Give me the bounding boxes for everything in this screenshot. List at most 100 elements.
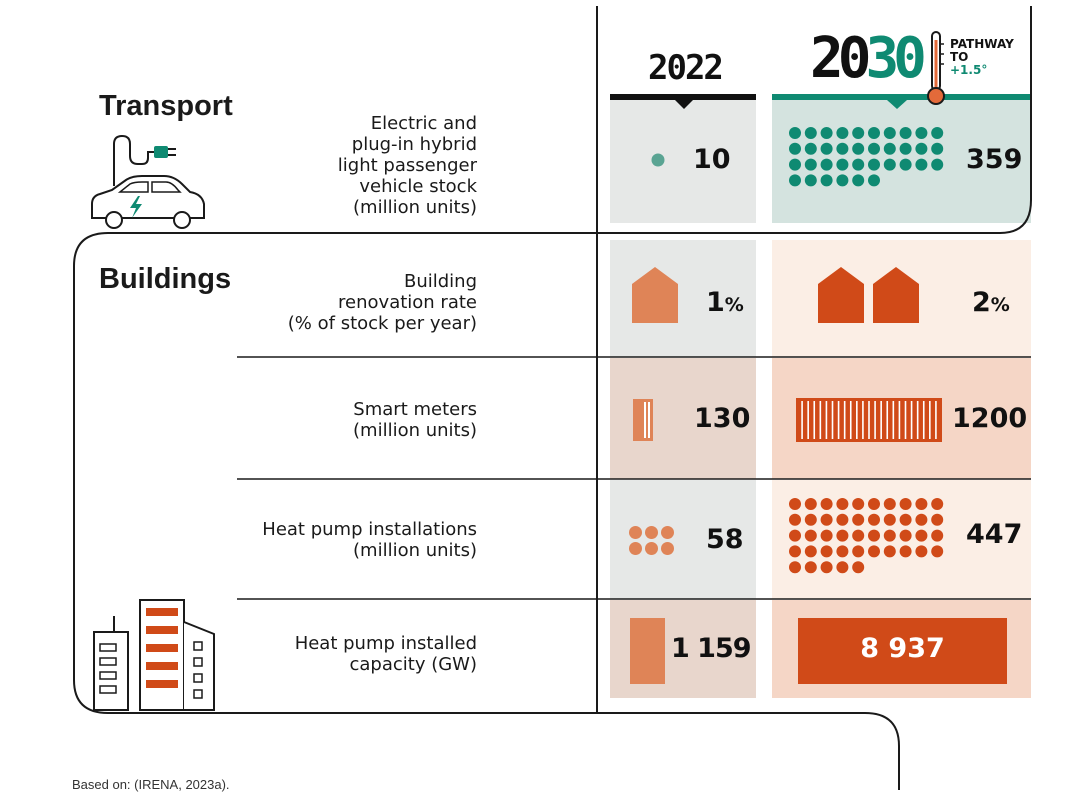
unit-dot: [804, 513, 817, 526]
year-2022-label: 2022: [648, 48, 724, 88]
unit-dot: [789, 158, 801, 171]
unit-dot: [836, 127, 849, 139]
unit-dot: [789, 545, 801, 558]
unit-dot: [899, 142, 912, 155]
unit-dot: [899, 529, 912, 542]
unit-dot: [804, 529, 817, 542]
indicator-line: Smart meters: [353, 399, 477, 420]
unit-dot: [883, 529, 896, 542]
indicator-line: plug-in hybrid: [351, 134, 477, 155]
unit-dot: [852, 498, 865, 510]
ev-2030-value: 359: [966, 144, 1023, 175]
renovation-2022-unit: %: [724, 294, 744, 316]
unit-dot: [820, 142, 833, 155]
unit-dot: [804, 174, 817, 187]
unit-dot: [789, 142, 801, 155]
unit-dot: [915, 158, 928, 171]
capacity-2030-bar: [798, 618, 1007, 684]
ev-2030-dots: [789, 127, 944, 187]
ev-2022-value: 10: [693, 144, 731, 175]
pathway-line1: PATHWAY: [950, 37, 1014, 51]
panel-2022-transport: [610, 100, 756, 223]
unit-dot: [915, 498, 928, 510]
unit-dot: [661, 542, 674, 555]
unit-dot: [789, 174, 801, 187]
unit-dot: [789, 498, 801, 510]
year-2030-suffix: 30: [865, 26, 926, 91]
unit-dot: [899, 498, 912, 510]
year-2030-label: 2030: [810, 26, 927, 91]
unit-dot: [789, 513, 801, 526]
unit-dot: [852, 142, 865, 155]
unit-dot: [804, 561, 817, 574]
sector-buildings: Buildings: [99, 263, 232, 295]
unit-dot: [899, 545, 912, 558]
indicator-line: Building: [403, 271, 477, 292]
electric-car-icon: [91, 134, 205, 229]
indicator-heat-pump-installations: Heat pump installations (million units): [262, 519, 477, 561]
unit-dot: [915, 545, 928, 558]
indicator-ev-stock: Electric and plug-in hybrid light passen…: [338, 113, 477, 218]
unit-dot: [804, 545, 817, 558]
unit-dot: [804, 142, 817, 155]
unit-dot: [931, 158, 944, 171]
unit-dot: [629, 526, 642, 539]
unit-dot: [868, 498, 880, 510]
unit-dot: [868, 513, 880, 526]
source-note: Based on: (IRENA, 2023a).: [72, 777, 230, 792]
year-2030-prefix: 20: [810, 26, 871, 91]
renovation-2030-number: 2: [972, 287, 991, 318]
capacity-2030-value: 8 937: [860, 633, 945, 664]
unit-dot: [804, 158, 817, 171]
unit-dot: [931, 127, 944, 139]
panel-2022-heat-pumps: [610, 480, 756, 599]
unit-dot: [931, 513, 944, 526]
renovation-2030-unit: %: [990, 294, 1010, 316]
unit-dot: [820, 545, 833, 558]
unit-dot: [629, 542, 642, 555]
house-2030-icon: [818, 267, 864, 323]
unit-dot: [868, 174, 880, 187]
unit-dot: [931, 498, 944, 510]
unit-dot: [868, 127, 880, 139]
unit-dot: [804, 127, 817, 139]
renovation-2030-value: 2%: [972, 287, 1010, 318]
indicator-line: Heat pump installed: [294, 633, 477, 654]
unit-dot: [852, 561, 865, 574]
unit-dot: [899, 513, 912, 526]
heat-pump-2022-dots: [629, 526, 674, 555]
unit-dot: [661, 526, 674, 539]
indicator-line: renovation rate: [338, 292, 477, 313]
thermometer-icon: [927, 31, 945, 105]
unit-dot: [899, 158, 912, 171]
indicator-line: Heat pump installations: [262, 519, 477, 540]
unit-dot: [868, 158, 880, 171]
heat-pumps-2030-value: 447: [966, 519, 1023, 550]
unit-dot: [820, 529, 833, 542]
unit-dot: [883, 545, 896, 558]
unit-dot: [931, 529, 944, 542]
sector-transport: Transport: [99, 90, 233, 122]
capacity-2022-value: 1 159: [671, 633, 752, 664]
indicator-line: capacity (GW): [349, 654, 477, 675]
indicator-line: (% of stock per year): [287, 313, 477, 334]
pathway-label: PATHWAY TO +1.5°: [950, 38, 1014, 77]
unit-dot: [820, 498, 833, 510]
capacity-2022-bar: [630, 618, 665, 684]
unit-dot: [645, 526, 658, 539]
unit-dot: [836, 174, 849, 187]
unit-dot: [852, 158, 865, 171]
indicator-line: (million units): [353, 540, 477, 561]
unit-dot: [931, 142, 944, 155]
pathway-line2: TO: [950, 50, 969, 64]
unit-dot: [852, 174, 865, 187]
unit-dot: [852, 529, 865, 542]
city-buildings-icon: [93, 599, 215, 711]
smart-meters-2030-value: 1200: [952, 403, 1028, 434]
indicator-line: Electric and: [370, 113, 477, 134]
smart-meter-2030-bars: [796, 398, 942, 442]
unit-dot: [883, 142, 896, 155]
indicator-heat-pump-capacity: Heat pump installed capacity (GW): [295, 633, 477, 675]
indicator-line: vehicle stock: [359, 176, 477, 197]
unit-dot: [836, 142, 849, 155]
